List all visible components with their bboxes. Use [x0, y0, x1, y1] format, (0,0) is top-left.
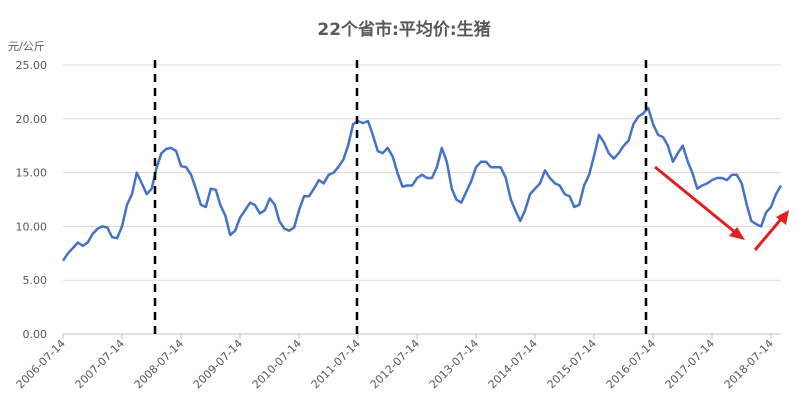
x-tick-label: 2018-07-14 [722, 337, 776, 391]
x-tick-label: 2015-07-14 [545, 337, 599, 391]
x-tick-label: 2016-07-14 [604, 337, 658, 391]
y-tick-label: 15.00 [16, 167, 48, 180]
x-tick-label: 2017-07-14 [663, 337, 717, 391]
x-tick-label: 2008-07-14 [132, 337, 186, 391]
arrow-head [776, 210, 789, 225]
x-tick-label: 2006-07-14 [14, 337, 68, 391]
line-series [61, 106, 783, 262]
x-tick-label: 2010-07-14 [250, 337, 304, 391]
y-tick-label: 25.00 [16, 59, 48, 72]
x-tick-label: 2012-07-14 [368, 337, 422, 391]
x-tick-label: 2009-07-14 [191, 337, 245, 391]
x-tick-label: 2014-07-14 [486, 337, 540, 391]
y-tick-label: 20.00 [16, 113, 48, 126]
x-tick-label: 2007-07-14 [73, 337, 127, 391]
y-tick-label: 0.00 [23, 328, 48, 341]
arrow [654, 165, 737, 235]
y-axis-label: 元/公斤 [8, 40, 45, 53]
chart-title: 22个省市:平均价:生猪 [317, 19, 490, 40]
y-tick-label: 5.00 [23, 274, 48, 287]
x-tick-label: 2013-07-14 [427, 337, 481, 391]
annotations [153, 60, 789, 334]
arrow-head [729, 227, 745, 240]
x-tick-label: 2011-07-14 [309, 337, 363, 391]
arrow [753, 217, 784, 251]
y-tick-label: 10.00 [16, 220, 48, 233]
